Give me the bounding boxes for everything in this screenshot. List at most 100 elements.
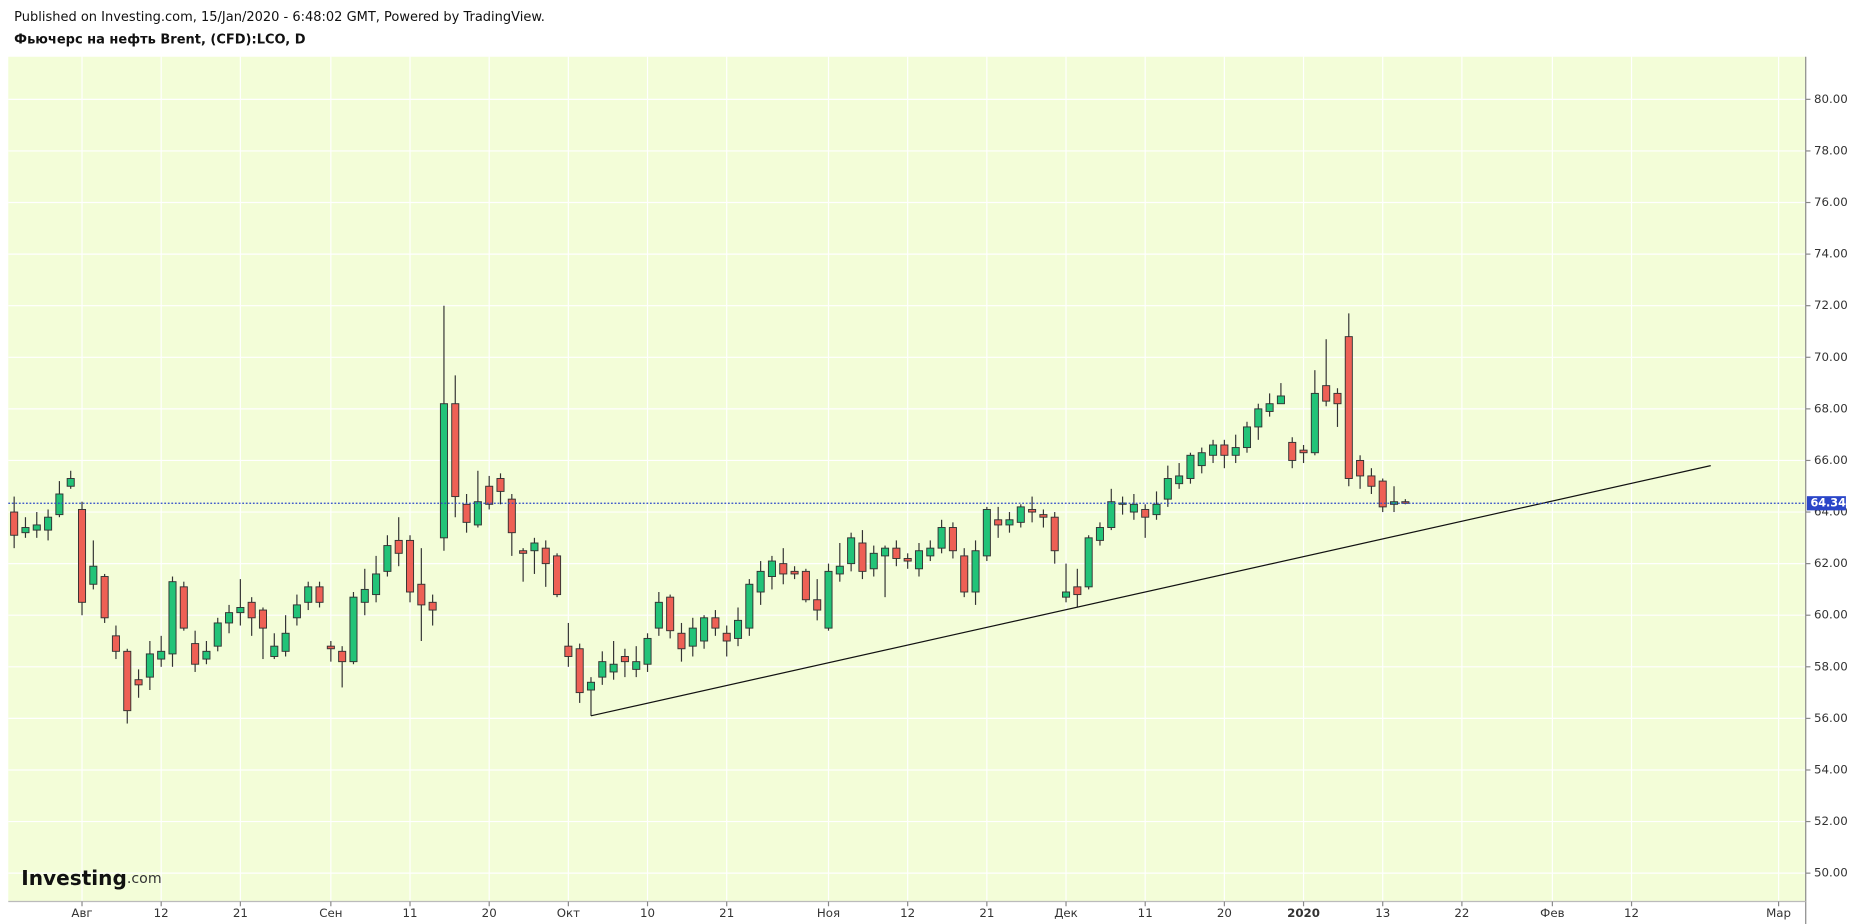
candle-body — [1039, 514, 1048, 518]
x-tick-label: 20 — [482, 906, 497, 920]
candle-body — [258, 609, 268, 629]
candle-body — [270, 645, 279, 657]
candle-body — [439, 403, 448, 539]
x-tick-label: Окт — [557, 906, 580, 920]
candle-body — [824, 570, 833, 629]
candle-body — [881, 547, 890, 557]
candle-body — [677, 632, 686, 650]
candle-body — [145, 653, 154, 678]
candle-body — [1062, 591, 1071, 598]
candle-body — [44, 516, 53, 531]
y-tick-label: 66.00 — [1814, 453, 1848, 467]
candle-body — [1073, 586, 1082, 596]
candle-body — [1016, 506, 1025, 523]
y-tick-label: 70.00 — [1814, 350, 1848, 364]
candle-body — [1322, 385, 1331, 402]
candle-body — [247, 601, 256, 619]
x-tick-label: Дек — [1054, 906, 1078, 920]
candle-body — [111, 635, 120, 652]
candle-body — [406, 539, 415, 593]
candle-body — [326, 645, 335, 650]
y-tick-label: 56.00 — [1814, 711, 1848, 725]
candle-body — [1095, 527, 1104, 541]
x-tick-label: 11 — [403, 906, 418, 920]
candle-body — [417, 583, 426, 606]
candle-body — [835, 565, 844, 575]
candle-body — [734, 619, 743, 639]
candle-body — [994, 519, 1003, 526]
y-tick-label: 68.00 — [1814, 401, 1848, 415]
candle-body — [315, 586, 324, 603]
candle-body — [338, 650, 347, 663]
candle-body — [948, 527, 957, 552]
x-tick-label: 2020 — [1287, 906, 1320, 920]
candle-body — [225, 612, 234, 624]
y-tick-label: 76.00 — [1814, 195, 1848, 209]
candle-body — [292, 604, 301, 619]
candle-body — [711, 617, 720, 629]
candle-body — [372, 573, 381, 596]
candle-body — [236, 607, 245, 614]
y-tick-label: 74.00 — [1814, 247, 1848, 261]
x-tick-label: 11 — [1138, 906, 1153, 920]
candle-body — [191, 643, 200, 665]
candle-body — [1129, 503, 1138, 513]
logo-suffix: .com — [127, 871, 162, 887]
x-tick-label: 13 — [1375, 906, 1390, 920]
candle-body — [1276, 395, 1285, 405]
x-tick-label: 10 — [640, 906, 655, 920]
candle-body — [349, 596, 358, 663]
x-tick-label: 12 — [900, 906, 915, 920]
candle-body — [100, 576, 109, 619]
candle-body — [383, 545, 392, 572]
candle-body — [1333, 392, 1342, 405]
candle-body — [1265, 403, 1274, 412]
candle-body — [1344, 336, 1353, 479]
logo: Investing.com — [21, 866, 161, 890]
candle-body — [1390, 501, 1399, 505]
candle-body — [462, 503, 471, 523]
candle-body — [926, 547, 935, 557]
candle-body — [564, 645, 573, 657]
candle-body — [982, 508, 991, 557]
candle-body — [77, 508, 87, 603]
candle-body — [620, 656, 629, 663]
candle-body — [202, 650, 211, 660]
trend-line — [590, 465, 1711, 717]
candle-body — [960, 555, 969, 593]
candle-body — [530, 542, 539, 552]
candles — [8, 305, 1806, 724]
candle-body — [688, 627, 697, 647]
candle-body — [598, 661, 607, 678]
candle-body — [10, 511, 19, 536]
x-tick-label: 21 — [979, 906, 994, 920]
candle-body — [586, 681, 596, 691]
candle-body — [55, 493, 64, 516]
candle-body — [801, 570, 810, 601]
candle-body — [89, 565, 98, 585]
candle-body — [1050, 516, 1059, 552]
candle-body — [1152, 503, 1161, 516]
candle-body — [575, 648, 584, 694]
candle-body — [1367, 475, 1376, 487]
candle-body — [1028, 508, 1037, 513]
candle-body — [937, 527, 946, 549]
candle-body — [813, 599, 822, 611]
published-note: Published on Investing.com, 15/Jan/2020 … — [14, 10, 545, 25]
candle-body — [541, 547, 550, 565]
candle-body — [428, 601, 437, 611]
candle-body — [971, 550, 980, 593]
candle-body — [1288, 441, 1297, 461]
candle-body — [1242, 426, 1252, 449]
candle-body — [157, 650, 166, 660]
candle-body — [745, 583, 754, 629]
chart-title: Фьючерс на нефть Brent, (CFD):LCO, D — [14, 33, 306, 48]
y-tick-label: 72.00 — [1814, 298, 1848, 312]
candle-body — [869, 552, 878, 570]
candle-body — [1220, 444, 1229, 456]
candle-body — [609, 663, 618, 673]
candle-body — [779, 563, 788, 575]
logo-brand: Investing — [21, 866, 127, 890]
